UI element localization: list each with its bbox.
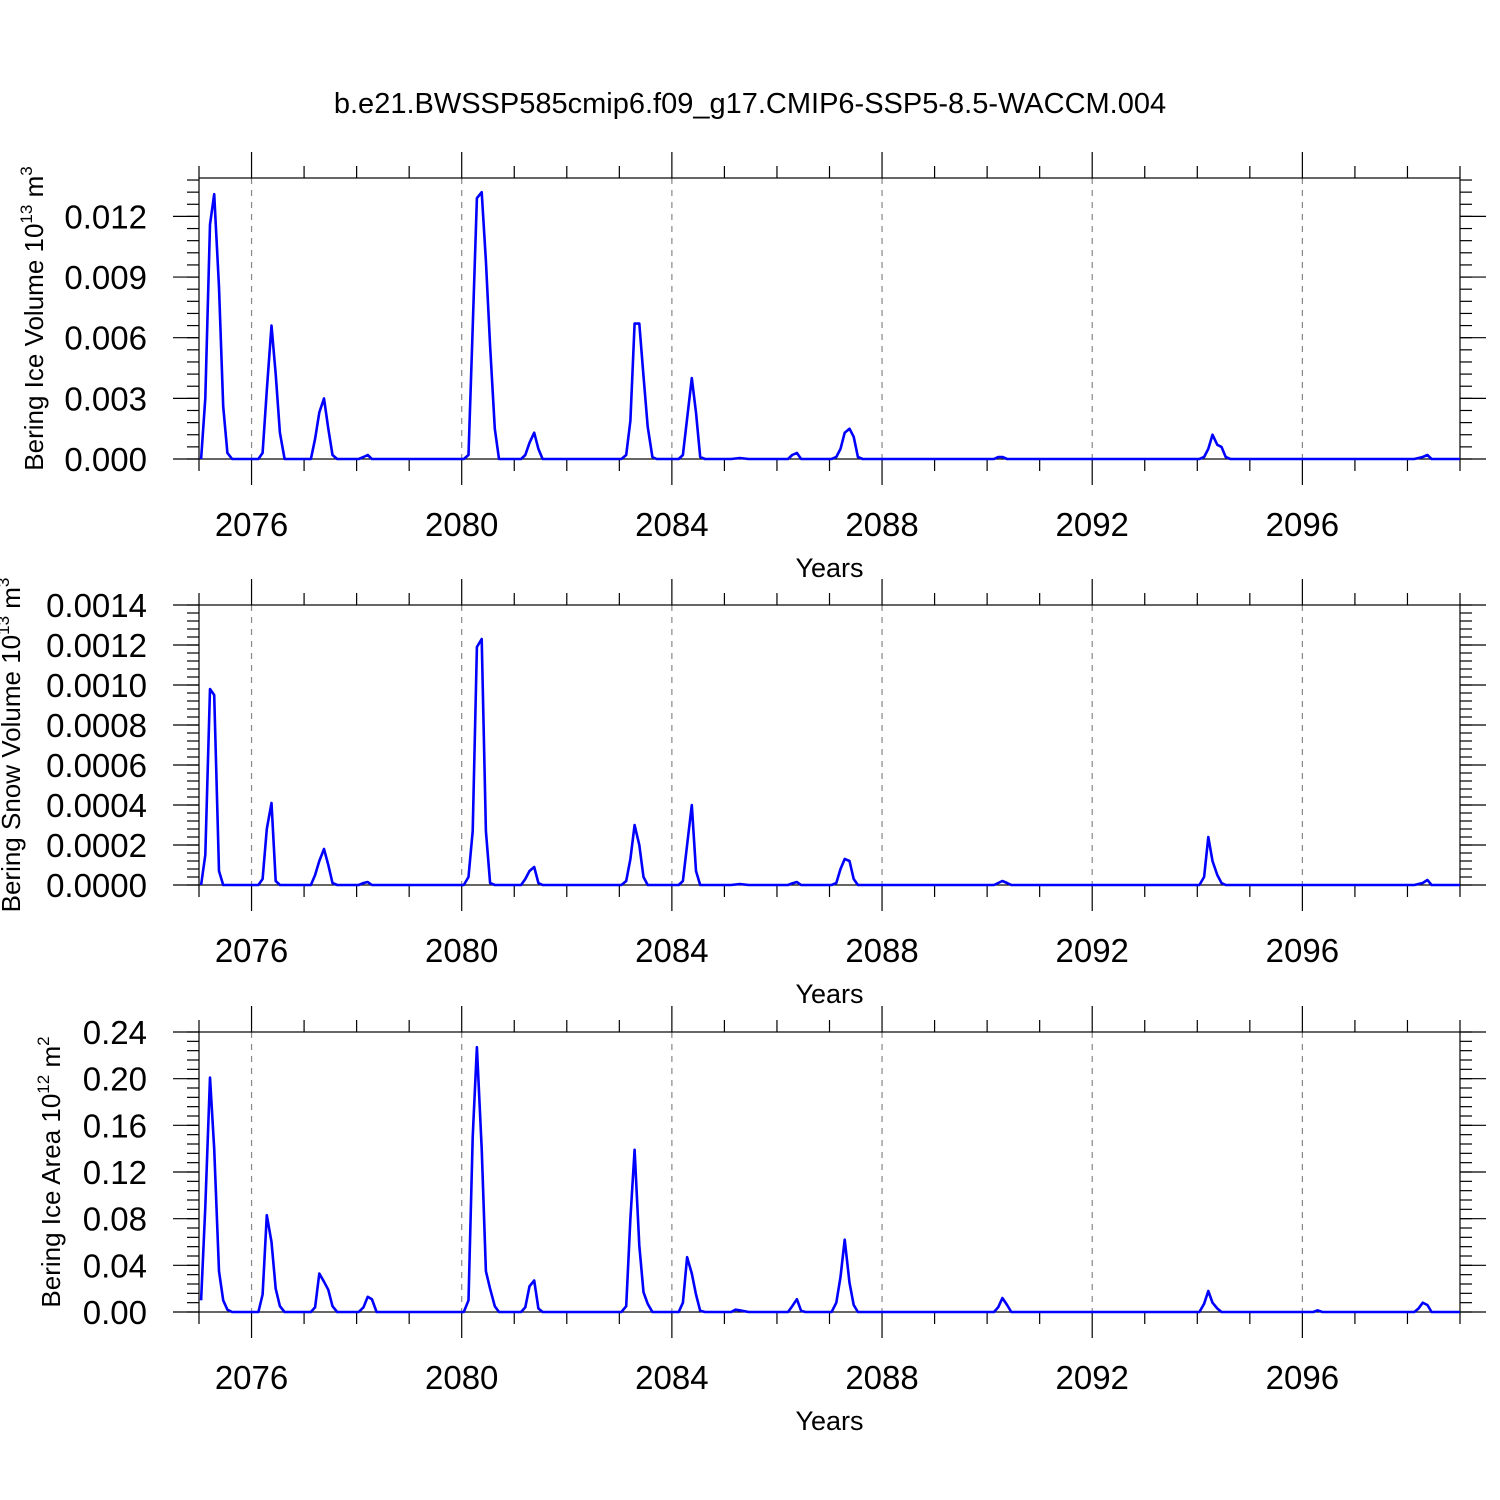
x-tick-label: 2080: [425, 506, 498, 543]
snow-volume-panel: 0.00000.00020.00040.00060.00080.00100.00…: [0, 578, 1486, 1009]
x-tick-label: 2096: [1266, 506, 1339, 543]
y-tick-label: 0.0002: [46, 827, 147, 864]
y-tick-label: 0.04: [83, 1247, 147, 1284]
y-tick-label: 0.0006: [46, 747, 147, 784]
y-axis-label: Bering Ice Area 1012 m2: [34, 1036, 66, 1307]
y-tick-label: 0.24: [83, 1014, 147, 1051]
x-tick-label: 2084: [635, 932, 708, 969]
x-tick-label: 2084: [635, 506, 708, 543]
y-tick-label: 0.0008: [46, 707, 147, 744]
y-tick-label: 0.0010: [46, 667, 147, 704]
y-tick-label: 0.003: [64, 380, 147, 417]
y-tick-label: 0.0004: [46, 787, 147, 824]
data-series-line: [199, 190, 1460, 461]
y-tick-label: 0.000: [64, 441, 147, 478]
data-series-line: [199, 1045, 1460, 1314]
data-series-line: [199, 637, 1460, 887]
x-tick-label: 2092: [1055, 1359, 1128, 1396]
y-tick-label: 0.20: [83, 1061, 147, 1098]
x-axis-label: Years: [795, 979, 863, 1009]
y-axis-label: Bering Ice Volume 1013 m3: [17, 166, 49, 470]
y-tick-label: 0.0014: [46, 587, 147, 624]
x-tick-label: 2084: [635, 1359, 708, 1396]
x-axis-label: Years: [795, 1406, 863, 1436]
y-tick-label: 0.08: [83, 1201, 147, 1238]
x-tick-label: 2096: [1266, 1359, 1339, 1396]
x-tick-label: 2076: [215, 1359, 288, 1396]
x-tick-label: 2080: [425, 1359, 498, 1396]
y-axis-label: Bering Snow Volume 1013 m3: [0, 578, 26, 913]
x-tick-label: 2080: [425, 932, 498, 969]
ice-volume-panel: 0.000 0.003 0.006 0.009 0.012 2076 2080 2084 208…: [17, 152, 1486, 583]
x-tick-label: 2092: [1055, 932, 1128, 969]
ice-area-panel: 0.00 0.04 0.08 0.12 0.16 0.20 0.24 2076 2080 2084…: [34, 1006, 1486, 1436]
y-tick-label: 0.00: [83, 1294, 147, 1331]
x-tick-label: 2092: [1055, 506, 1128, 543]
x-tick-label: 2088: [845, 1359, 918, 1396]
x-tick-label: 2096: [1266, 932, 1339, 969]
y-tick-label: 0.006: [64, 320, 147, 357]
y-tick-label: 0.012: [64, 198, 147, 235]
y-tick-label: 0.12: [83, 1154, 147, 1191]
y-tick-label: 0.0000: [46, 867, 147, 904]
y-tick-label: 0.0012: [46, 627, 147, 664]
x-tick-label: 2088: [845, 932, 918, 969]
x-axis-label: Years: [795, 553, 863, 583]
x-tick-label: 2088: [845, 506, 918, 543]
figure-title: b.e21.BWSSP585cmip6.f09_g17.CMIP6-SSP5-8…: [334, 88, 1166, 120]
y-tick-label: 0.009: [64, 259, 147, 296]
x-tick-label: 2076: [215, 506, 288, 543]
x-tick-label: 2076: [215, 932, 288, 969]
y-tick-label: 0.16: [83, 1107, 147, 1144]
